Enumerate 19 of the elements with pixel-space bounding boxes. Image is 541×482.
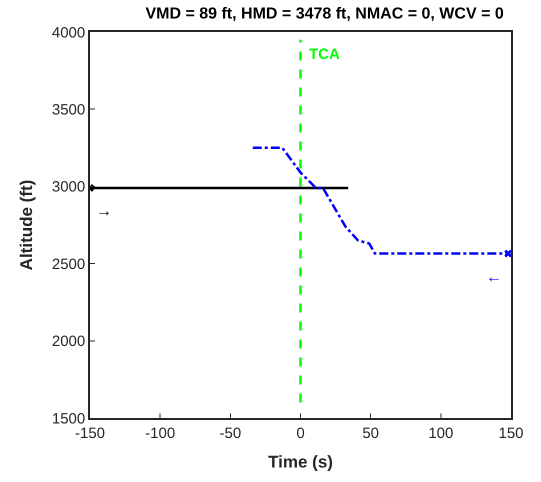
ref-line-label: TCA — [309, 46, 340, 63]
x-tick-label: 100 — [428, 424, 454, 442]
x-tick-label: 150 — [498, 424, 524, 442]
y-tick-label: 1500 — [52, 410, 86, 428]
y-tick-label: 2500 — [52, 256, 86, 273]
x-tick-label: -150 — [74, 424, 106, 442]
x-tick-label: 50 — [362, 424, 380, 442]
y-axis-title: Altitude (ft) — [16, 180, 36, 270]
chart-title: VMD = 89 ft, HMD = 3478 ft, NMAC = 0, WCV = 0 — [145, 5, 504, 22]
y-tick-label: 3000 — [52, 178, 86, 196]
x-tick-label: -50 — [219, 424, 242, 442]
x-axis-title: Time (s) — [268, 452, 333, 472]
y-tick-label: 3500 — [52, 101, 86, 118]
y-tick-label: 2000 — [52, 333, 86, 350]
annotation: ← — [486, 269, 502, 286]
annotation: → — [96, 203, 112, 220]
x-tick-label: 0 — [296, 424, 305, 442]
y-tick-label: 4000 — [52, 24, 86, 42]
x-tick-label: -100 — [145, 424, 176, 442]
